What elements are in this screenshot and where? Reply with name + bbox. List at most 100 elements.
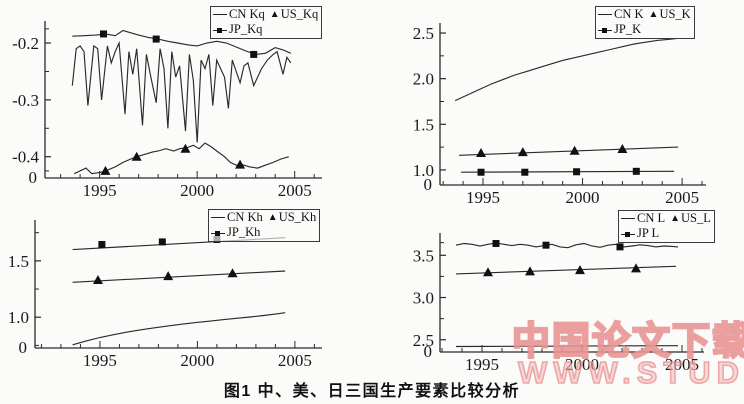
triangle-marker-icon: ▲: [267, 211, 278, 223]
y-tick-label: 3.5: [413, 246, 434, 265]
legend-label: CN L: [637, 211, 666, 225]
square-marker: [492, 239, 500, 247]
triangle-marker: [100, 165, 111, 175]
series-US_L: [455, 265, 677, 275]
line-marker-icon: [211, 217, 225, 218]
square-marker: [477, 168, 485, 176]
x-tick-label: 2005: [665, 355, 699, 374]
chart-l: 3.5 3.0 2.5 0 1995 2000 2005 CN L ▲ US_L JP L: [374, 205, 744, 380]
square-marker-icon: [598, 26, 612, 34]
square-marker: [632, 167, 640, 175]
x-tick-label: 2005: [278, 181, 312, 200]
x-tick-label: 2000: [565, 355, 599, 374]
legend-label: CN Kh: [227, 210, 263, 224]
triangle-marker: [525, 266, 535, 276]
series-JP_K: [461, 170, 675, 173]
legend-label: JP_Kh: [227, 225, 261, 239]
x-tick-label: 1995: [83, 351, 117, 370]
legend-label: US_Kh: [278, 210, 317, 224]
y-tick-label: -0.3: [12, 91, 39, 110]
chart-kq-plot: -0.2 -0.3 -0.40 1995 2000 2005: [12, 21, 322, 200]
square-marker: [98, 241, 106, 249]
chart-kh: 1.5 1.0 0 1995 2000 2005 CN Kh ▲ US_Kh JP_Kh: [0, 205, 360, 375]
x-tick-label: 1995: [466, 188, 500, 205]
y-tick-label: 1.5: [8, 252, 29, 271]
y-tick-label: 1.0: [413, 161, 434, 180]
legend-label: CN K: [614, 7, 644, 21]
legend-label: JP_K: [614, 22, 642, 36]
x-tick-label: 2000: [180, 351, 214, 370]
series-JP_Kq: [72, 29, 292, 55]
y-tick-label: 2.0: [413, 70, 434, 89]
series-US_Kh: [72, 270, 286, 283]
origin-label: 0: [424, 175, 433, 194]
chart-l-plot: 3.5 3.0 2.50 1995 2000 2005: [413, 233, 704, 374]
y-tick-label: 1.5: [413, 115, 434, 134]
series-CN_K: [454, 37, 677, 102]
chart-kq: -0.2 -0.3 -0.4 0 1995 2000 2005 CN Kq ▲ US_Kq JP_K…: [0, 0, 360, 205]
square-marker: [250, 50, 258, 58]
series-CN_Kq: [71, 40, 292, 143]
legend-k: CN K ▲ US_K JP_K: [595, 6, 695, 39]
x-tick-label: 1995: [83, 181, 117, 200]
series-US_K: [459, 146, 679, 156]
origin-label: 0: [424, 342, 433, 361]
triangle-marker: [631, 263, 641, 273]
triangle-marker: [180, 143, 191, 153]
triangle-marker: [617, 143, 628, 153]
legend-label: US_Kq: [280, 7, 319, 21]
triangle-marker: [227, 268, 238, 278]
triangle-marker: [517, 147, 528, 157]
legend-label: JP L: [637, 226, 660, 240]
line-marker-icon: [213, 14, 227, 15]
x-tick-label: 2000: [180, 181, 214, 200]
series-CN_Kh: [72, 312, 286, 346]
chart-kh-plot: 1.5 1.0 0 1995 2000 2005: [8, 220, 322, 370]
y-tick-label: -0.4: [12, 148, 39, 167]
chart-k: 2.5 2.0 1.5 1.0 0 1995 2000 2005 CN K ▲ US_K JP_K: [374, 0, 744, 207]
triangle-marker-icon: ▲: [269, 8, 280, 20]
triangle-marker: [569, 145, 580, 155]
square-marker: [573, 168, 581, 176]
triangle-marker-icon: ▲: [670, 212, 681, 224]
legend-label: CN Kq: [229, 7, 265, 21]
origin-label: 0: [19, 338, 28, 357]
legend-kh: CN Kh ▲ US_Kh JP_Kh: [208, 209, 321, 242]
y-tick-label: 3.0: [413, 289, 434, 308]
square-marker: [158, 238, 166, 246]
series-JP_L: [455, 242, 679, 249]
line-marker-icon: [598, 14, 612, 15]
origin-label: 0: [29, 168, 38, 187]
legend-label: US_K: [659, 7, 691, 21]
legend-kq: CN Kq ▲ US_Kq JP_Kq: [210, 6, 323, 39]
x-tick-label: 2000: [566, 188, 600, 205]
triangle-marker: [92, 275, 103, 285]
triangle-marker: [575, 265, 585, 275]
square-marker-icon: [621, 230, 635, 238]
x-tick-label: 2005: [278, 351, 312, 370]
x-tick-label: 1995: [465, 355, 499, 374]
triangle-marker: [163, 271, 174, 281]
y-tick-label: -0.2: [12, 34, 39, 53]
triangle-marker: [235, 159, 246, 169]
square-marker: [152, 35, 160, 43]
square-marker-icon: [213, 26, 227, 34]
figure-caption: 图1 中、美、日三国生产要素比较分析: [223, 383, 521, 400]
triangle-marker-icon: ▲: [648, 8, 659, 20]
chart-k-plot: 2.5 2.0 1.5 1.00 1995 2000 2005: [413, 23, 706, 207]
y-tick-label: 2.5: [413, 331, 434, 350]
square-marker: [521, 168, 529, 176]
square-marker: [100, 30, 108, 38]
y-tick-label: 1.0: [8, 308, 29, 327]
square-marker: [542, 241, 550, 249]
triangle-marker: [483, 267, 493, 277]
x-tick-label: 2005: [665, 188, 699, 205]
line-marker-icon: [621, 218, 635, 219]
triangle-marker: [131, 151, 142, 161]
legend-label: US_L: [681, 211, 711, 225]
legend-label: JP_Kq: [229, 22, 263, 36]
triangle-marker: [476, 148, 487, 158]
square-marker-icon: [211, 229, 225, 237]
y-tick-label: 2.5: [413, 24, 434, 43]
